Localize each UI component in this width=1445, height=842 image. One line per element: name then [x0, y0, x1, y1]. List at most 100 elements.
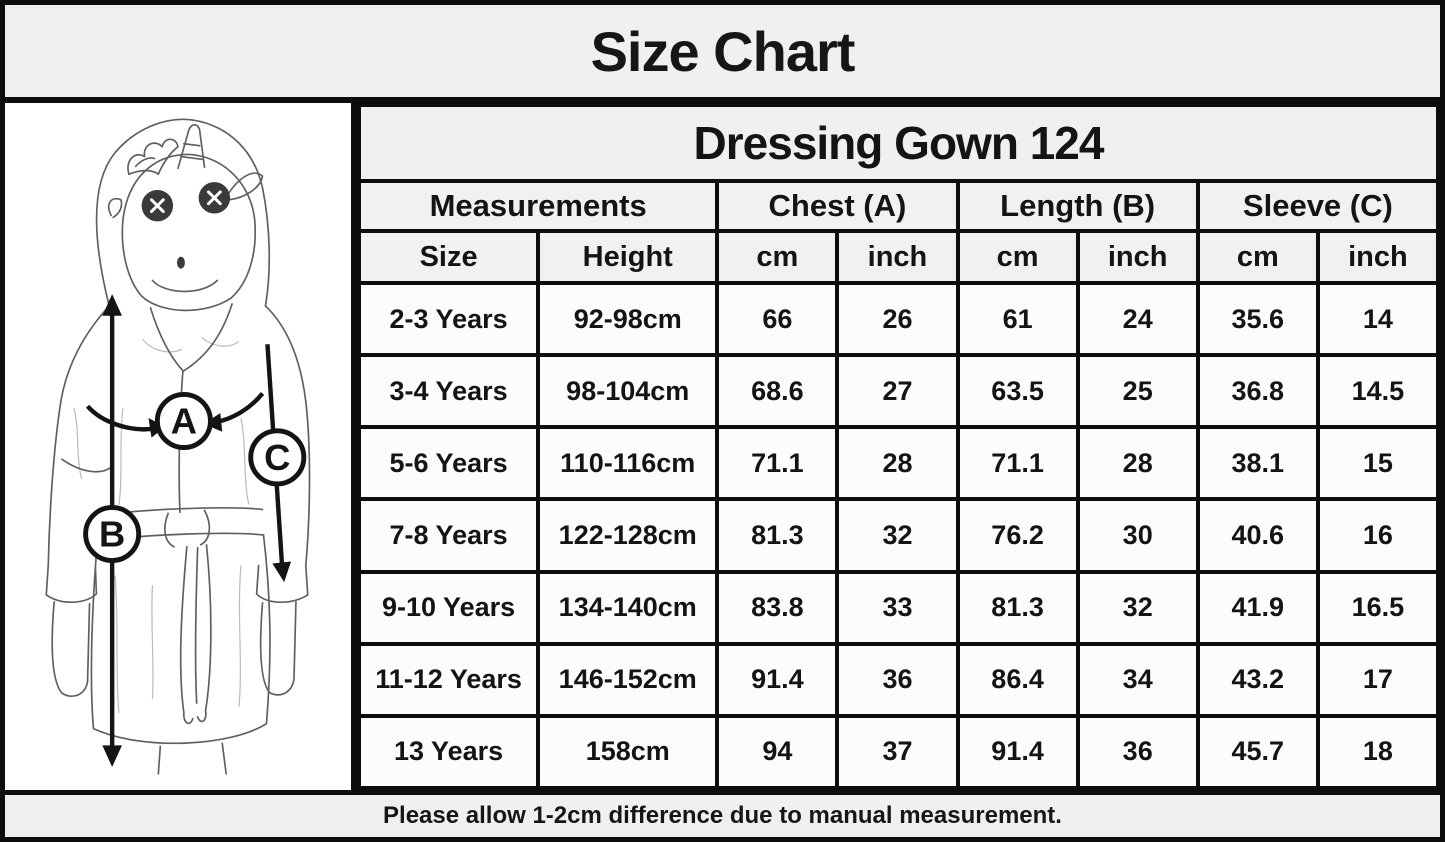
sleeve-label: C [264, 437, 290, 478]
header-sleeve: Sleeve (C) [1195, 179, 1440, 233]
size-cell: 9-10 Years [356, 569, 541, 646]
size-row: 9-10 Years 134-140cm 83.8 33 81.3 32 41.9 16.5 [356, 569, 1440, 646]
length-label-badge: B [83, 504, 142, 563]
unicorn-ear [226, 172, 264, 201]
size-row: 2-3 Years 92-98cm 66 26 61 24 35.6 14 [356, 280, 1440, 358]
header-chest: Chest (A) [715, 179, 960, 233]
header-length: Length (B) [955, 179, 1200, 233]
value-cell: 16 [1315, 497, 1440, 574]
size-table: Dressing Gown 124 Measurements Chest (A)… [356, 103, 1440, 791]
height-cell: 92-98cm [536, 280, 720, 358]
chest-label-badge: A [154, 391, 213, 450]
value-cell: 36 [1075, 713, 1200, 791]
dressing-gown-sketch: A B C [45, 118, 311, 775]
subheader-size: Size [356, 229, 541, 285]
unicorn-mane [127, 138, 179, 176]
subheader-length-cm: cm [955, 229, 1080, 285]
size-row: 5-6 Years 110-116cm 71.1 28 71.1 28 38.1 15 [356, 425, 1440, 502]
belt-tie [179, 545, 194, 725]
value-cell: 32 [1075, 569, 1200, 646]
value-cell: 15 [1315, 425, 1440, 502]
value-cell: 83.8 [715, 569, 840, 646]
value-cell: 63.5 [955, 353, 1080, 430]
length-label: B [99, 514, 125, 555]
sleeve-label-badge: C [248, 428, 307, 487]
value-cell: 38.1 [1195, 425, 1320, 502]
chest-label: A [171, 401, 197, 442]
value-cell: 81.3 [715, 497, 840, 574]
header-measurements: Measurements [356, 179, 720, 233]
value-cell: 25 [1075, 353, 1200, 430]
height-cell: 146-152cm [536, 641, 720, 718]
left-hand [51, 600, 91, 697]
value-cell: 16.5 [1315, 569, 1440, 646]
product-title: Dressing Gown 124 [357, 103, 1440, 183]
measurement-annotations: A B C [83, 294, 307, 767]
value-cell: 36 [835, 641, 960, 718]
size-cell: 5-6 Years [356, 425, 541, 502]
chest-arrow-A [85, 391, 265, 438]
subheader-sleeve-cm: cm [1195, 229, 1320, 285]
subheader-chest-cm: cm [715, 229, 840, 285]
size-cell: 13 Years [356, 713, 541, 791]
value-cell: 66 [715, 280, 840, 358]
footer-note-band: Please allow 1-2cm difference due to man… [5, 790, 1440, 837]
value-cell: 24 [1075, 280, 1200, 358]
value-cell: 61 [955, 280, 1080, 358]
height-cell: 158cm [536, 713, 720, 791]
size-row: 7-8 Years 122-128cm 81.3 32 76.2 30 40.6 16 [356, 497, 1440, 574]
height-cell: 134-140cm [536, 569, 720, 646]
subheader-length-inch: inch [1075, 229, 1200, 285]
height-cell: 98-104cm [536, 353, 720, 430]
value-cell: 43.2 [1195, 641, 1320, 718]
size-table-section: Dressing Gown 124 Measurements Chest (A)… [356, 103, 1440, 791]
page-title: Size Chart [590, 19, 856, 83]
size-row: 3-4 Years 98-104cm 68.6 27 63.5 25 36.8 14.5 [356, 353, 1440, 430]
size-cell: 7-8 Years [356, 497, 541, 574]
value-cell: 34 [1075, 641, 1200, 718]
value-cell: 17 [1315, 641, 1440, 718]
value-cell: 71.1 [715, 425, 840, 502]
value-cell: 45.7 [1195, 713, 1320, 791]
value-cell: 36.8 [1195, 353, 1320, 430]
subheader-height: Height [536, 229, 720, 285]
size-cell: 2-3 Years [356, 280, 541, 358]
value-cell: 14.5 [1315, 353, 1440, 430]
product-title-row: Dressing Gown 124 [357, 103, 1440, 183]
value-cell: 14 [1315, 280, 1440, 358]
height-cell: 110-116cm [536, 425, 720, 502]
illustration-panel: A B C [5, 103, 357, 790]
value-cell: 94 [715, 713, 840, 791]
unicorn-nostril [177, 256, 185, 269]
size-table-body: 2-3 Years 92-98cm 66 26 61 24 35.6 14 3-4 Years 9… [356, 280, 1440, 791]
subheader-chest-inch: inch [835, 229, 960, 285]
sub-header-row: Size Height cm inch cm inch cm inch [356, 229, 1440, 285]
size-cell: 11-12 Years [356, 641, 541, 718]
gown-outline [45, 118, 311, 775]
value-cell: 26 [835, 280, 960, 358]
value-cell: 91.4 [955, 713, 1080, 791]
value-cell: 76.2 [955, 497, 1080, 574]
value-cell: 18 [1315, 713, 1440, 791]
value-cell: 41.9 [1195, 569, 1320, 646]
hood-face-opening [121, 153, 257, 312]
value-cell: 91.4 [715, 641, 840, 718]
value-cell: 32 [835, 497, 960, 574]
footer-note: Please allow 1-2cm difference due to man… [383, 802, 1062, 829]
value-cell: 68.6 [715, 353, 840, 430]
height-cell: 122-128cm [536, 497, 720, 574]
sketch-texture [73, 336, 250, 713]
value-cell: 37 [835, 713, 960, 791]
left-pocket [61, 458, 112, 473]
group-header-row: Measurements Chest (A) Length (B) Sleeve… [356, 179, 1440, 233]
right-hand [259, 600, 297, 696]
value-cell: 28 [835, 425, 960, 502]
value-cell: 30 [1075, 497, 1200, 574]
unicorn-horn [177, 124, 206, 170]
value-cell: 33 [835, 569, 960, 646]
subheader-sleeve-inch: inch [1315, 229, 1440, 285]
size-row: 13 Years 158cm 94 37 91.4 36 45.7 18 [356, 713, 1440, 791]
value-cell: 27 [835, 353, 960, 430]
value-cell: 81.3 [955, 569, 1080, 646]
